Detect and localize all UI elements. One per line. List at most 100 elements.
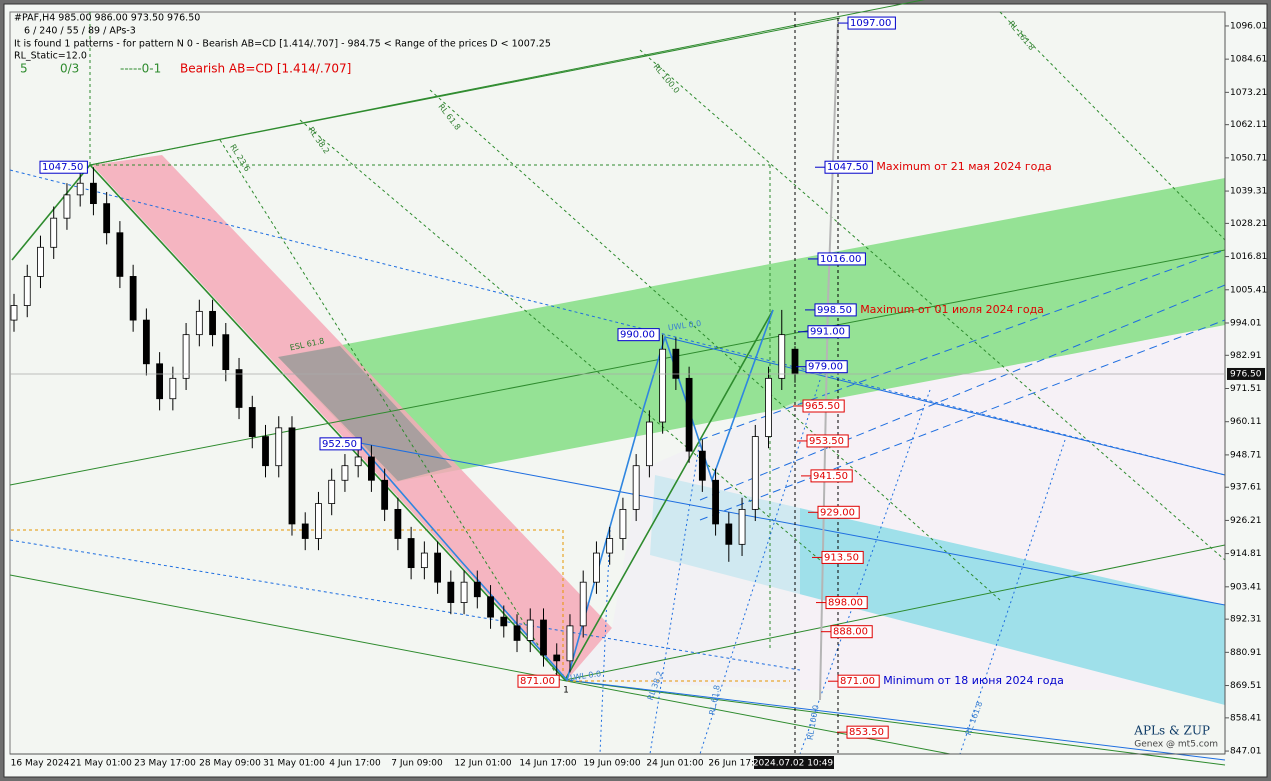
level-label: 888.00 [833, 627, 868, 638]
watermark: APLs & ZUP [1133, 724, 1210, 738]
x-tick-label: 31 May 01:00 [263, 759, 325, 769]
level-box [814, 303, 857, 317]
candle-body [606, 538, 614, 554]
candle-body [698, 450, 706, 481]
pivot-label: 990.00 [620, 330, 655, 341]
y-tick-label: 1062.11 [1230, 120, 1267, 130]
y-tick-label: 1039.31 [1230, 187, 1267, 197]
candle-body [566, 625, 574, 662]
level-box [806, 434, 849, 448]
candle-body [50, 217, 58, 248]
level-note: Minimum от 18 июня 2024 года [883, 674, 1064, 687]
blue-line [664, 336, 1226, 476]
candle-body [288, 427, 296, 525]
price-box [1227, 367, 1265, 380]
blue-dashed [699, 284, 1226, 501]
trend-line [564, 544, 1226, 681]
candle-body [553, 654, 561, 662]
candle-body [791, 348, 799, 375]
x-tick-label: 21 May 01:00 [70, 759, 132, 769]
y-tick-label: 858.41 [1230, 713, 1262, 723]
candle-body [765, 377, 772, 437]
candle-body [116, 232, 124, 277]
candle-body [368, 456, 375, 481]
candle-body [619, 508, 627, 539]
candle-body [23, 276, 31, 306]
candle-body [301, 523, 309, 539]
candle-body [659, 348, 667, 423]
candle-body [209, 310, 216, 336]
pivot-box [517, 674, 560, 688]
candle-body [407, 538, 415, 569]
pivot-box [39, 160, 88, 174]
watermark-sub: Genex @ mt5.com [1134, 740, 1218, 750]
candle-body [500, 616, 508, 627]
symbol-line: #PAF,H4 985.00 986.00 973.50 976.50 [14, 13, 200, 24]
candle-body [738, 508, 746, 545]
candle-body [129, 276, 137, 321]
blue-dashed [9, 169, 1226, 476]
candle-body [63, 194, 71, 219]
x-tick-label: 19 Jun 09:00 [583, 759, 640, 769]
candle-body [460, 581, 468, 603]
blue-dotted [959, 439, 1066, 755]
y-tick-label: 960.11 [1230, 417, 1262, 427]
level-label: 979.00 [808, 362, 843, 373]
x-tick-label: 12 Jun 01:00 [454, 759, 511, 769]
pivot-box [319, 437, 362, 451]
counter: 5 [20, 62, 28, 76]
candle-body [778, 334, 786, 379]
y-tick-label: 1073.21 [1230, 88, 1267, 98]
candle-body [90, 182, 97, 205]
level-label: 953.50 [809, 436, 844, 447]
candle-body [526, 619, 534, 641]
trend-line [9, 574, 951, 755]
level-box [810, 469, 853, 483]
overlap-zone [278, 346, 452, 481]
level-box [830, 625, 873, 639]
y-tick-label: 937.61 [1230, 483, 1262, 493]
x-tick-label: 7 Jun 09:00 [391, 759, 443, 769]
candle-body [632, 465, 640, 510]
blue-line [566, 679, 1226, 761]
candle-body [341, 465, 349, 481]
blue-dotted [699, 379, 821, 755]
level-label: 929.00 [820, 507, 855, 518]
params: 6 / 240 / 55 / 89 / APs-3 [24, 26, 136, 37]
level-label: 991.00 [810, 327, 845, 338]
level-box [817, 505, 860, 519]
candle-body [381, 479, 389, 510]
candle-body [751, 436, 759, 510]
blue-line [359, 442, 1226, 606]
level-box [807, 325, 850, 339]
x-tick-label: 2024.07.02 10:49 [753, 759, 834, 769]
candle-body [328, 479, 336, 504]
x-label-bg [754, 756, 834, 769]
level-label: 913.50 [824, 552, 859, 563]
y-tick-label: 1050.71 [1230, 153, 1267, 163]
zigzag [11, 163, 774, 682]
candle-body [103, 203, 111, 234]
y-tick-label: 880.91 [1230, 648, 1262, 658]
candle-body [354, 456, 362, 467]
candle-body [420, 552, 428, 569]
pivot-label: 1047.50 [42, 162, 83, 173]
level-label: 871.00 [840, 676, 875, 687]
candle-body [182, 334, 190, 379]
level-note: Maximum от 01 июля 2024 года [860, 303, 1044, 316]
level-box [825, 596, 868, 610]
y-tick-label: 994.01 [1230, 318, 1262, 328]
y-tick-label: 914.81 [1230, 549, 1262, 559]
y-tick-label: 926.21 [1230, 516, 1262, 526]
pivot-box [617, 328, 660, 342]
candle-body [142, 319, 150, 365]
y-tick-label: 982.91 [1230, 351, 1262, 361]
x-tick-label: 26 Jun 17:00 [708, 759, 765, 769]
candle-body [10, 305, 18, 321]
level-box [846, 725, 889, 739]
candle-body [579, 581, 587, 627]
level-box [824, 160, 873, 174]
overlay-lines [9, 0, 1226, 766]
